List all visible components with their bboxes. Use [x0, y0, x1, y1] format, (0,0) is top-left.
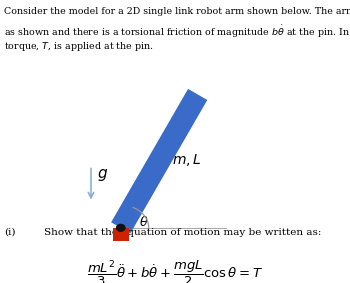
Text: $\dfrac{mL^2}{3}\ddot{\theta} + b\dot{\theta} + \dfrac{mgL}{2}\cos\theta = T$: $\dfrac{mL^2}{3}\ddot{\theta} + b\dot{\t… [87, 259, 263, 283]
Text: $\theta$: $\theta$ [139, 215, 148, 229]
Text: Show that the equation of motion may be written as:: Show that the equation of motion may be … [44, 228, 321, 237]
Text: $g$: $g$ [97, 167, 108, 183]
Bar [113, 228, 129, 241]
Text: as shown and there is a torsional friction of magnitude $b\dot{\theta}$ at the p: as shown and there is a torsional fricti… [4, 23, 350, 40]
Text: Consider the model for a 2D single link robot arm shown below. The arm is pinned: Consider the model for a 2D single link … [4, 7, 350, 16]
Circle shape [117, 224, 125, 231]
Text: $m,L$: $m,L$ [172, 152, 201, 168]
Text: torque, $T$, is applied at the pin.: torque, $T$, is applied at the pin. [4, 40, 154, 53]
Text: (i): (i) [4, 228, 16, 237]
